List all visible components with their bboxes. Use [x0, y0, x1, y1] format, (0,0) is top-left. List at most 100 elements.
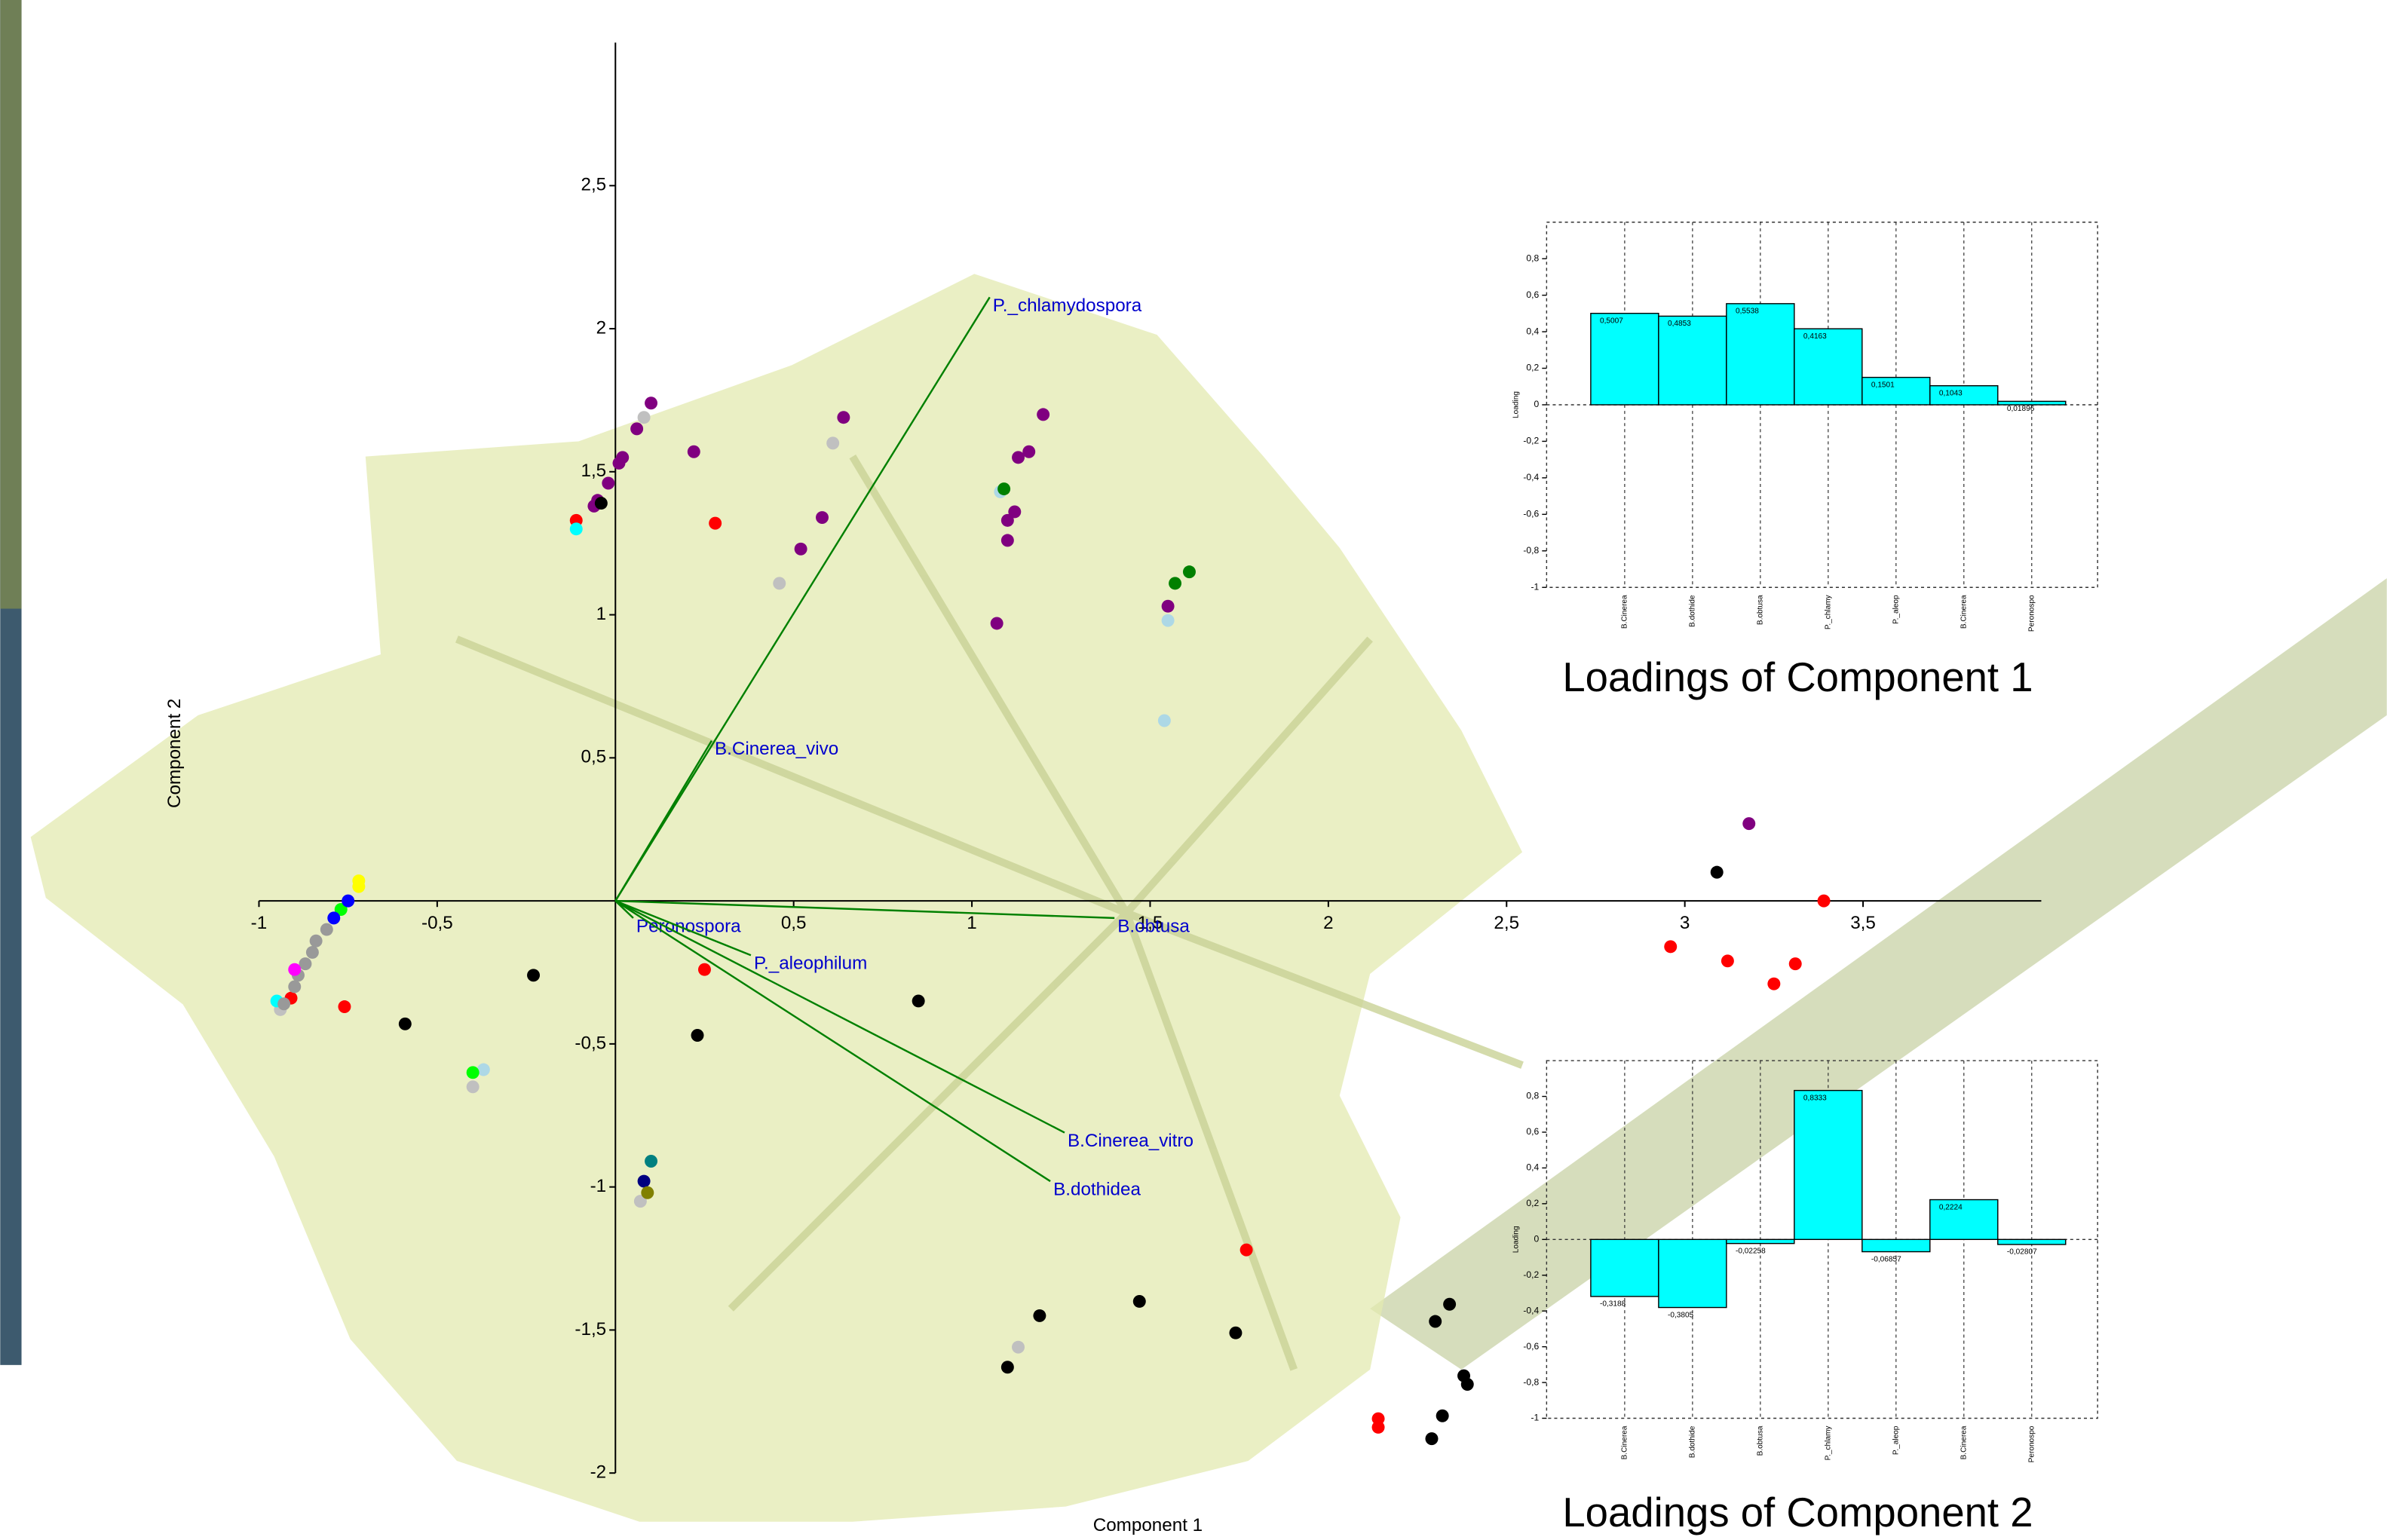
y-tick-label: -0,2	[1523, 436, 1539, 446]
chart-title: Loadings of Component 1	[1562, 654, 2033, 700]
vector-label: B.obtusa	[1117, 916, 1190, 936]
y-axis-title: Loading	[1512, 391, 1521, 418]
y-tick-label: -1	[1531, 581, 1539, 592]
point	[641, 1186, 654, 1199]
point	[277, 997, 290, 1010]
point	[816, 511, 829, 524]
vector-label: B.dothidea	[1053, 1180, 1141, 1200]
point	[1001, 514, 1014, 527]
bar	[1727, 1239, 1794, 1243]
y-tick-label: -0,4	[1523, 472, 1539, 482]
x-tick-label: P._chlamy	[1825, 594, 1833, 629]
x-tick-label: -0,5	[421, 913, 453, 933]
value-label: 0,2224	[1939, 1203, 1963, 1211]
point	[1461, 1378, 1474, 1391]
value-label: 0,4853	[1668, 320, 1691, 328]
x-tick-label: 3,5	[1850, 913, 1876, 933]
x-tick-label: 2	[1323, 913, 1333, 933]
y-tick-label: -0,2	[1523, 1269, 1539, 1280]
value-label: -0,3805	[1668, 1311, 1694, 1319]
y-tick-label: 0,5	[581, 747, 606, 767]
value-label: 0,01896	[2007, 405, 2035, 413]
point	[837, 411, 850, 424]
vector-label: P._chlamydospora	[993, 295, 1142, 316]
x-tick-label: 3	[1680, 913, 1690, 933]
point	[1133, 1295, 1146, 1308]
bar	[1794, 1091, 1862, 1240]
value-label: -0,06857	[1871, 1255, 1901, 1263]
x-tick-label: 1	[967, 913, 976, 933]
point	[1012, 451, 1025, 464]
x-tick-label: B.Cinerea	[1621, 595, 1629, 629]
y-axis-title: Component 2	[164, 699, 185, 808]
point	[288, 963, 301, 976]
point	[1742, 817, 1755, 830]
x-axis-title: Component 1	[1093, 1515, 1203, 1535]
y-tick-label: -1	[1531, 1413, 1539, 1423]
background	[0, 0, 2386, 1540]
bar	[1659, 1239, 1727, 1307]
y-tick-label: 0,2	[1526, 363, 1539, 373]
point	[1711, 866, 1724, 879]
point	[1012, 1341, 1025, 1354]
point	[338, 1000, 351, 1013]
point	[306, 946, 319, 959]
point	[991, 617, 1004, 629]
point	[630, 422, 643, 435]
y-tick-label: 0,8	[1526, 1091, 1539, 1101]
value-label: 0,5538	[1736, 308, 1759, 316]
point	[1229, 1327, 1242, 1339]
vector-label: P._aleophilum	[754, 954, 867, 974]
value-label: 0,1043	[1939, 389, 1963, 397]
point	[342, 895, 354, 908]
bar	[1659, 316, 1727, 405]
point	[709, 517, 722, 530]
chart-title: Loadings of Component 2	[1562, 1489, 2033, 1535]
y-tick-label: 2	[596, 317, 606, 338]
point	[327, 911, 340, 924]
point	[691, 1029, 704, 1042]
value-label: 0,4163	[1803, 332, 1827, 341]
y-tick-label: 0,2	[1526, 1198, 1539, 1208]
point	[399, 1018, 412, 1030]
x-tick-label: B.obtusa	[1757, 595, 1765, 625]
y-tick-label: -1,5	[575, 1319, 606, 1339]
point	[1372, 1421, 1385, 1434]
y-tick-label: 0,8	[1526, 253, 1539, 263]
point	[1789, 957, 1802, 970]
y-tick-label: -0,6	[1523, 509, 1539, 519]
point	[1664, 940, 1677, 953]
point	[1443, 1298, 1456, 1311]
point	[997, 482, 1010, 495]
point	[826, 436, 839, 449]
point	[773, 577, 786, 589]
x-tick-label: Peronospo	[2027, 1425, 2036, 1462]
point	[1162, 600, 1175, 613]
y-tick-label: 0,4	[1526, 1162, 1539, 1173]
y-tick-label: -0,8	[1523, 1376, 1539, 1387]
y-tick-label: 0	[1534, 399, 1540, 409]
y-tick-label: 0	[1534, 1233, 1540, 1244]
x-tick-label: B.Cinerea	[1960, 1425, 1968, 1459]
vector-label: B.Cinerea_vitro	[1068, 1131, 1194, 1151]
point	[638, 1175, 651, 1188]
point	[912, 994, 925, 1007]
point	[638, 411, 651, 424]
value-label: -0,02258	[1736, 1247, 1766, 1255]
point	[477, 1064, 490, 1076]
y-tick-label: 1,5	[581, 461, 606, 481]
y-tick-label: -0,4	[1523, 1305, 1539, 1315]
value-label: -0,02807	[2007, 1248, 2037, 1257]
point	[1240, 1244, 1253, 1257]
point	[1001, 1361, 1014, 1373]
point	[688, 445, 700, 458]
y-tick-label: -0,5	[575, 1033, 606, 1053]
point	[1162, 614, 1175, 627]
x-tick-label: B.Cinerea	[1621, 1425, 1629, 1459]
point	[310, 935, 323, 948]
y-tick-label: 0,6	[1526, 1126, 1539, 1137]
vector-label: B.Cinerea_vivo	[715, 739, 838, 759]
x-tick-label: P._aleop	[1892, 1425, 1900, 1455]
point	[527, 969, 540, 981]
point	[1037, 408, 1049, 421]
